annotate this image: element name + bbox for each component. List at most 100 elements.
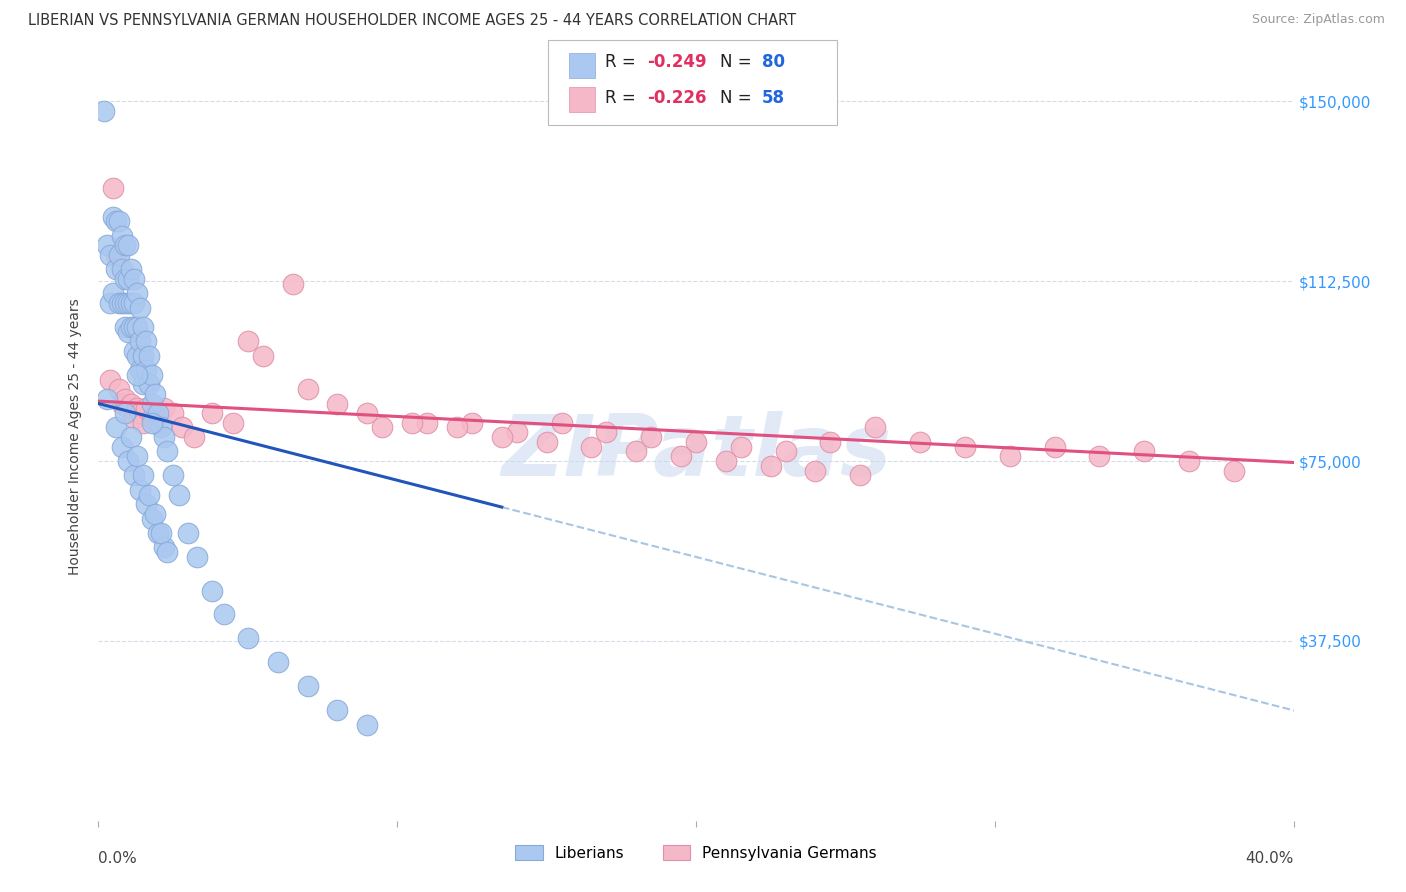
Point (117, 401, 139, 416)
Point (804, 464, 827, 478)
Point (150, 526, 173, 541)
Point (108, 296, 131, 310)
Point (132, 416, 155, 430)
Point (105, 248, 128, 262)
Point (98, 248, 122, 262)
Point (162, 468, 184, 483)
Text: R =: R = (605, 89, 641, 107)
Point (124, 319, 146, 334)
Text: N =: N = (720, 54, 756, 71)
Point (127, 450, 149, 464)
Point (114, 392, 136, 406)
Point (461, 416, 484, 430)
Point (252, 349, 274, 363)
Point (105, 420, 128, 434)
Text: -0.226: -0.226 (647, 89, 706, 107)
Point (236, 334, 259, 349)
Point (117, 325, 139, 339)
Point (135, 334, 157, 349)
Point (141, 416, 163, 430)
Point (117, 296, 139, 310)
Point (98, 296, 122, 310)
Point (120, 319, 142, 334)
Point (132, 349, 155, 363)
Point (908, 434, 931, 449)
Point (162, 406, 184, 420)
Point (93, 104, 115, 119)
Point (124, 343, 146, 358)
Point (143, 387, 166, 401)
Point (138, 488, 160, 502)
Point (127, 286, 149, 301)
Point (186, 549, 208, 564)
Text: 40.0%: 40.0% (1246, 851, 1294, 866)
Point (326, 703, 349, 717)
Text: N =: N = (720, 89, 756, 107)
Text: 58: 58 (762, 89, 785, 107)
Point (114, 319, 136, 334)
Text: 0.0%: 0.0% (98, 851, 138, 866)
Point (108, 382, 131, 396)
Text: R =: R = (605, 54, 641, 71)
Point (1088, 450, 1111, 464)
Point (759, 458, 782, 473)
Point (114, 238, 136, 252)
Text: Source: ZipAtlas.com: Source: ZipAtlas.com (1251, 13, 1385, 27)
Point (96, 238, 118, 252)
Point (114, 296, 136, 310)
Point (124, 468, 146, 483)
Point (111, 440, 134, 454)
Point (550, 416, 572, 430)
Point (117, 238, 139, 252)
Point (132, 377, 155, 392)
Point (114, 272, 136, 286)
Point (129, 301, 152, 315)
Point (281, 277, 304, 291)
Point (150, 420, 173, 434)
Point (172, 420, 194, 434)
Point (148, 406, 170, 420)
Point (141, 368, 163, 382)
Point (201, 406, 224, 420)
Point (135, 497, 157, 511)
Point (153, 401, 176, 416)
Point (371, 420, 394, 434)
Point (356, 406, 378, 420)
Point (416, 416, 439, 430)
Point (326, 396, 349, 410)
Point (138, 349, 160, 363)
Point (581, 440, 603, 454)
Point (120, 262, 142, 277)
Point (124, 296, 146, 310)
Point (120, 296, 142, 310)
Point (111, 396, 134, 410)
Point (111, 262, 134, 277)
Point (998, 450, 1021, 464)
Point (1133, 444, 1156, 458)
Point (120, 396, 142, 410)
Point (506, 425, 529, 440)
Point (595, 425, 617, 440)
Point (143, 507, 166, 521)
Point (297, 382, 319, 396)
Point (849, 468, 872, 483)
Point (129, 363, 152, 377)
Point (96, 392, 118, 406)
Point (117, 272, 139, 286)
Point (141, 411, 163, 425)
Point (132, 468, 155, 483)
Point (156, 444, 179, 458)
Point (103, 210, 125, 224)
Point (111, 228, 134, 243)
Point (132, 319, 155, 334)
Point (222, 416, 245, 430)
Point (1178, 454, 1201, 468)
Point (297, 680, 319, 694)
Point (865, 420, 887, 434)
Point (536, 434, 558, 449)
Y-axis label: Householder Income Ages 25 - 44 years: Householder Income Ages 25 - 44 years (69, 299, 83, 575)
Point (212, 607, 235, 622)
Point (953, 440, 976, 454)
Point (236, 632, 259, 646)
Point (127, 349, 149, 363)
